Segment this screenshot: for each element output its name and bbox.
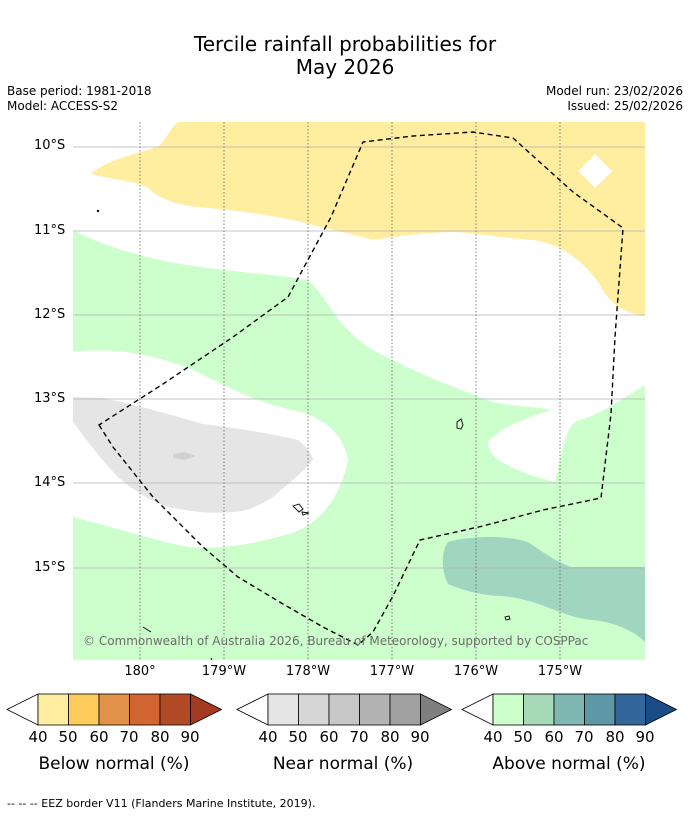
below-tick: 90 (180, 728, 200, 746)
below-tick: 40 (28, 728, 48, 746)
below-high-extension (190, 693, 223, 726)
near-tick: 50 (288, 728, 308, 746)
above-colorbar-segment (492, 693, 524, 726)
near-tick: 40 (258, 728, 278, 746)
below-tick: 80 (150, 728, 170, 746)
above-normal-colorbar (461, 693, 678, 726)
near-tick: 90 (410, 728, 430, 746)
below-normal-title: Below normal (%) (38, 754, 190, 774)
near-colorbar-segment (298, 693, 330, 726)
below-normal-region (91, 122, 645, 316)
clear-diamond (578, 154, 612, 188)
near-high-extension (420, 693, 453, 726)
above-colorbar-segment (553, 693, 585, 726)
latitude-gridlines (73, 146, 645, 569)
above-tick: 70 (574, 728, 594, 746)
above-colorbar-segment (584, 693, 616, 726)
lon-label-176w: 176°W (453, 664, 499, 679)
near-normal-title: Near normal (%) (272, 754, 414, 774)
below-tick: 60 (89, 728, 109, 746)
above-tick: 60 (544, 728, 564, 746)
eez-border-note: -- -- -- EEZ border V11 (Flanders Marine… (7, 797, 316, 810)
above-normal-50-region (442, 537, 645, 642)
island-d (504, 615, 511, 621)
below-tick: 50 (58, 728, 78, 746)
lon-label-175w: 175°W (537, 664, 583, 679)
near-colorbar-segment (328, 693, 360, 726)
above-low-extension (461, 693, 494, 726)
above-colorbar-segment (614, 693, 646, 726)
above-high-extension (645, 693, 678, 726)
near-colorbar-segment (359, 693, 391, 726)
lat-label-12s: 12°S (34, 307, 66, 322)
near-normal-colorbar (236, 693, 453, 726)
island-c (301, 511, 310, 516)
near-tick: 60 (319, 728, 339, 746)
copyright-notice: © Commonwealth of Australia 2026, Bureau… (83, 634, 588, 648)
title-line-2: May 2026 (295, 55, 395, 79)
island-e (142, 626, 152, 633)
above-tick: 50 (513, 728, 533, 746)
above-normal-title: Above normal (%) (492, 754, 646, 774)
model-run: Model run: 23/02/2026 (545, 84, 683, 98)
lat-label-10s: 10°S (34, 138, 66, 153)
below-normal-colorbar (6, 693, 223, 726)
lon-label-180: 180° (124, 664, 156, 679)
near-normal-region (73, 397, 313, 513)
forecast-map: © Commonwealth of Australia 2026, Bureau… (73, 122, 645, 660)
island-a (456, 418, 464, 430)
island-b (292, 503, 304, 513)
near-low-extension (236, 693, 269, 726)
base-period: Base period: 1981-2018 (7, 84, 152, 98)
title-line-1: Tercile rainfall probabilities for (193, 32, 497, 56)
below-colorbar-segment (68, 693, 100, 726)
below-colorbar-segment (37, 693, 69, 726)
near-colorbar-segment (389, 693, 421, 726)
islands (96, 209, 511, 660)
below-colorbar-segment (129, 693, 161, 726)
model-name: Model: ACCESS-S2 (7, 99, 119, 113)
above-tick: 90 (635, 728, 655, 746)
below-tick: 70 (119, 728, 139, 746)
lat-label-11s: 11°S (34, 223, 66, 238)
meta-right: Model run: 23/02/2026 Issued: 25/02/2026 (546, 84, 683, 114)
lat-label-15s: 15°S (34, 560, 66, 575)
island-g (210, 657, 213, 660)
near-normal-patch (173, 452, 195, 460)
below-low-extension (6, 693, 39, 726)
lon-label-178w: 178°W (285, 664, 331, 679)
lon-label-179w: 179°W (201, 664, 247, 679)
lat-label-13s: 13°S (34, 391, 66, 406)
below-colorbar-segment (159, 693, 191, 726)
near-colorbar-segment (267, 693, 299, 726)
above-tick: 80 (605, 728, 625, 746)
eez-border (98, 131, 624, 646)
issued-date: Issued: 25/02/2026 (567, 99, 683, 113)
longitude-gridlines (139, 122, 561, 660)
near-tick: 70 (349, 728, 369, 746)
island-f (96, 209, 100, 213)
below-colorbar-segment (98, 693, 130, 726)
above-tick: 40 (483, 728, 503, 746)
lat-label-14s: 14°S (34, 475, 66, 490)
lon-label-177w: 177°W (369, 664, 415, 679)
above-colorbar-segment (523, 693, 555, 726)
near-tick: 80 (380, 728, 400, 746)
meta-left: Base period: 1981-2018 Model: ACCESS-S2 (7, 84, 152, 114)
legend-colorbars (6, 693, 678, 726)
